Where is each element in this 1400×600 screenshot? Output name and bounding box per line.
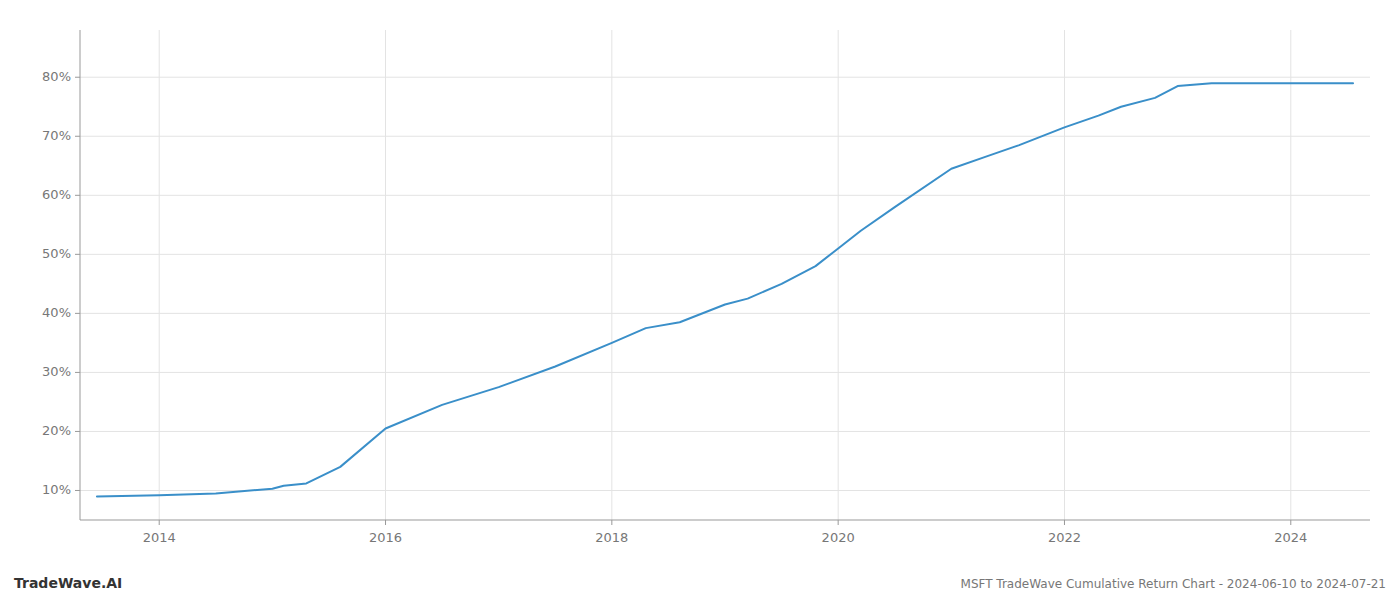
y-tick [75,313,80,314]
grid-line-y [80,313,1370,314]
y-axis-line [80,30,81,520]
x-tick-label: 2014 [143,530,176,545]
x-tick [1064,520,1065,525]
grid-line-y [80,77,1370,78]
y-tick [75,372,80,373]
grid-line-y [80,431,1370,432]
x-tick [838,520,839,525]
grid-line-x [159,30,160,520]
title: MSFT TradeWave Cumulative Return Chart -… [961,577,1386,591]
series [97,83,1353,496]
y-tick [75,431,80,432]
grid-line-y [80,254,1370,255]
grid-line-x [838,30,839,520]
axes: 10% 20% 30% 40% 50% 60% 70% 80% 2014 2016 2018 2020… [42,30,1370,545]
y-tick-label: 80% [42,69,71,84]
x-tick-label: 2016 [369,530,402,545]
y-tick-label: 50% [42,246,71,261]
x-tick-label: 2022 [1048,530,1081,545]
grid-line-x [1064,30,1065,520]
y-tick [75,77,80,78]
x-tick [1290,520,1291,525]
y-tick-label: 70% [42,128,71,143]
grid-line-x [611,30,612,520]
x-axis-line [80,520,1370,521]
series-line [97,83,1353,496]
y-tick-label: 30% [42,364,71,379]
grid-line-y [80,136,1370,137]
watermark: TradeWave.AI [14,575,122,591]
x-tick-label: 2024 [1274,530,1307,545]
grid-line-y [80,490,1370,491]
grid-line-x [1290,30,1291,520]
x-tick [159,520,160,525]
y-tick [75,136,80,137]
y-tick-label: 10% [42,482,71,497]
grid-line-y [80,195,1370,196]
y-tick-label: 40% [42,305,71,320]
y-tick [75,195,80,196]
grid-line-y [80,372,1370,373]
grid-line-x [385,30,386,520]
y-tick-label: 20% [42,423,71,438]
y-tick [75,490,80,491]
x-tick-label: 2018 [595,530,628,545]
grid [80,30,1370,520]
x-tick [611,520,612,525]
x-tick-label: 2020 [822,530,855,545]
chart: 10% 20% 30% 40% 50% 60% 70% 80% 2014 2016 2018 2020… [0,0,1400,600]
texts: TradeWave.AI MSFT TradeWave Cumulative Re… [14,575,1386,591]
y-tick-label: 60% [42,187,71,202]
y-tick [75,254,80,255]
x-tick [385,520,386,525]
